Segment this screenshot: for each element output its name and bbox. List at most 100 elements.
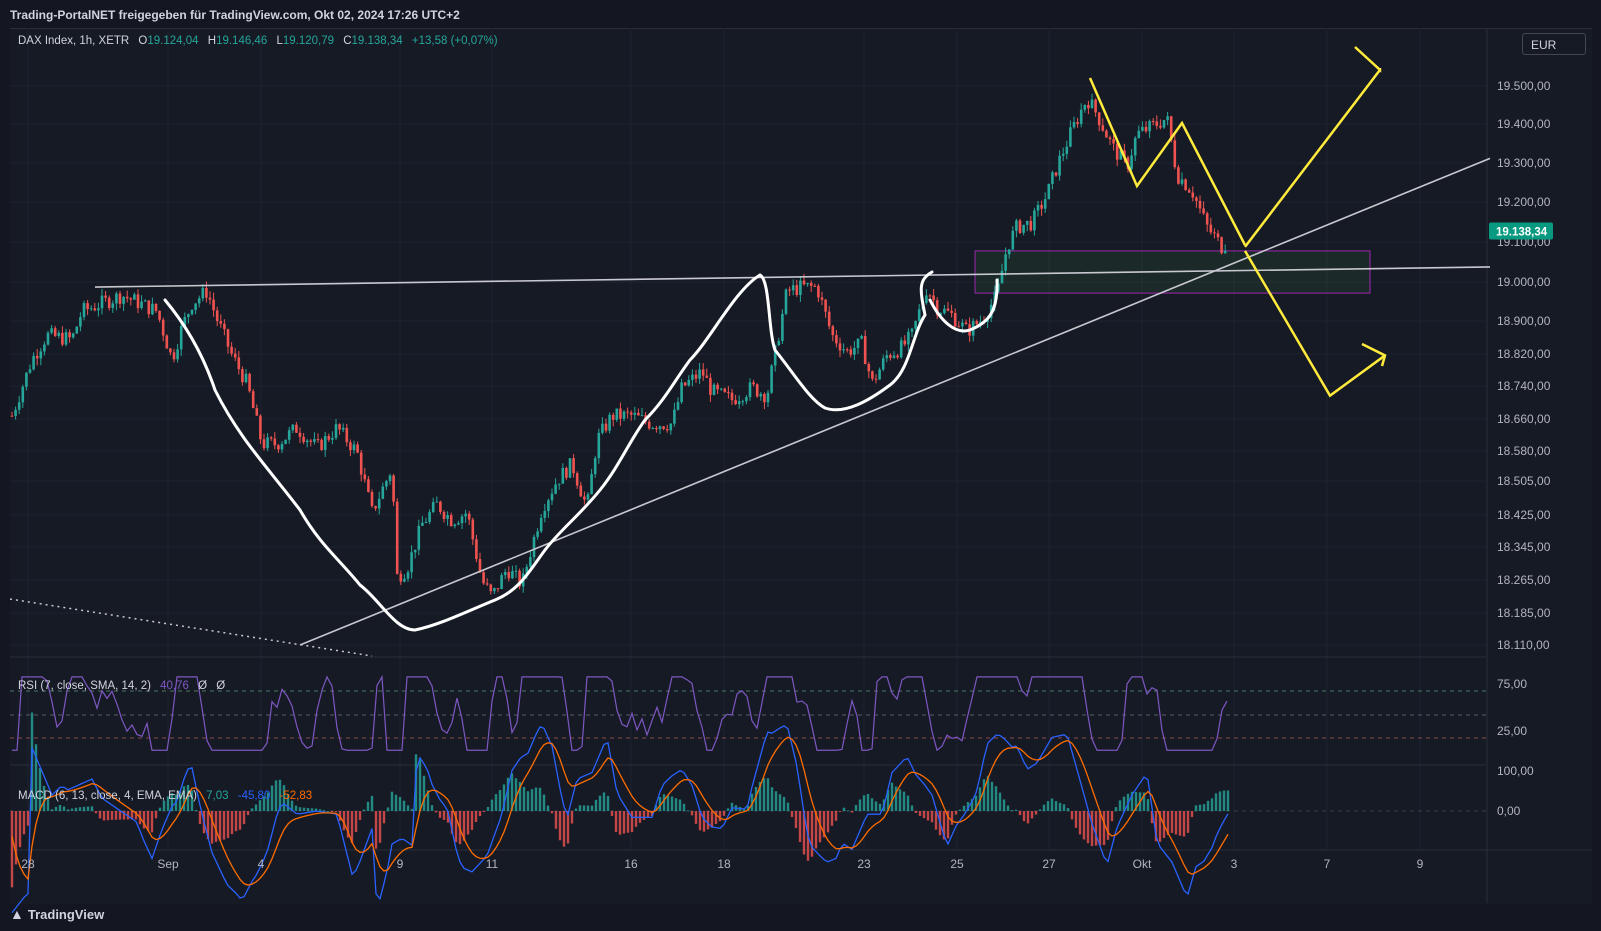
macd-histogram-bar (698, 811, 702, 831)
macd-histogram-bar (118, 811, 122, 820)
candle-body (878, 369, 881, 380)
macd-histogram-bar (462, 811, 466, 841)
macd-histogram-bar (134, 811, 138, 820)
candle-body (233, 353, 237, 358)
macd-histogram-bar (442, 811, 446, 820)
macd-histogram-bar (10, 811, 14, 888)
macd-histogram-bar (810, 811, 814, 857)
macd-histogram-bar (1158, 811, 1162, 842)
candle-body (107, 297, 111, 308)
macd-histogram-bar (710, 811, 714, 828)
candle-body (367, 479, 370, 492)
header-title: Trading-PortalNET freigegeben für Tradin… (10, 8, 460, 22)
macd-histogram-bar (922, 811, 926, 819)
macd-tick-label: 100,00 (1497, 764, 1534, 778)
candle-body (298, 432, 302, 437)
macd-histogram-bar (862, 795, 866, 811)
candle-body (457, 523, 460, 525)
macd-histogram-bar (362, 809, 366, 811)
macd-histogram-bar (546, 805, 550, 811)
macd-histogram-bar (254, 804, 258, 811)
macd-histogram-bar (574, 808, 578, 811)
candle-body (583, 496, 586, 500)
candle-body (626, 411, 629, 413)
candle-body (118, 293, 122, 304)
rsi-sym-2: Ø (216, 680, 226, 692)
candle-body (824, 299, 827, 312)
macd-histogram-bar (1034, 811, 1038, 815)
macd-histogram-bar (674, 798, 678, 811)
macd-histogram-bar (74, 807, 78, 811)
macd-histogram-bar (838, 811, 842, 812)
candle-body (100, 295, 104, 309)
tradingview-brand: TradingView (27, 907, 105, 922)
candle-body (478, 559, 482, 573)
macd-histogram-bar (310, 808, 314, 811)
candle-body (201, 287, 205, 299)
candle-body (86, 303, 89, 310)
candle-body (320, 439, 323, 450)
macd-histogram-bar (214, 811, 218, 842)
candle-body (590, 474, 593, 495)
macd-histogram-bar (1042, 804, 1046, 811)
candle-body (719, 388, 723, 390)
candle-body (43, 344, 46, 352)
macd-histogram-bar (670, 796, 674, 811)
candle-body (637, 412, 640, 416)
macd-histogram-bar (34, 744, 38, 811)
candle-body (698, 369, 701, 379)
candle-body (64, 332, 68, 345)
macd-histogram-bar (342, 811, 346, 831)
macd-histogram-bar (966, 801, 970, 811)
candle-body (770, 365, 773, 393)
macd-histogram-bar (598, 795, 602, 811)
candle-body (1036, 204, 1040, 211)
macd-histogram-bar (558, 811, 562, 841)
macd-histogram-bar (794, 811, 798, 829)
macd-histogram-bar (314, 808, 318, 811)
macd-histogram-bar (1170, 811, 1174, 833)
candle-body (1015, 220, 1018, 231)
macd-histogram-bar (382, 811, 386, 824)
candle-body (629, 412, 633, 415)
rsi-legend[interactable]: RSI (7, close, SMA, 14, 2) 40,76 Ø Ø (18, 680, 225, 692)
legend-symbol[interactable]: DAX Index, 1h, XETR (18, 35, 130, 47)
tradingview-logo[interactable]: ▲ TradingView (10, 906, 104, 922)
candle-body (1144, 126, 1148, 132)
candle-body (932, 295, 935, 301)
macd-histogram-bar (166, 796, 170, 811)
macd-histogram-bar (914, 811, 918, 813)
candle-body (572, 458, 575, 474)
macd-histogram-bar (482, 811, 486, 812)
macd-legend[interactable]: MACD (6, 13, close, 4, EMA, EMA) 7,03 -4… (18, 790, 312, 802)
candle-body (374, 506, 377, 509)
macd-histogram-bar (658, 797, 662, 811)
candle-body (453, 524, 457, 527)
macd-histogram-bar (530, 789, 534, 811)
x-tick-label: 28 (21, 857, 35, 871)
macd-histogram-bar (654, 805, 658, 811)
handle-curve (928, 278, 999, 333)
candle-body (215, 310, 219, 322)
macd-histogram-bar (686, 810, 690, 812)
macd-histogram-bar (306, 808, 310, 811)
macd-histogram-bar (238, 811, 242, 830)
candle-body (363, 474, 367, 480)
candle-body (1007, 249, 1011, 255)
y-tick-label: 18.425,00 (1497, 508, 1551, 522)
macd-histogram-bar (178, 790, 182, 811)
currency-button[interactable]: EUR (1522, 33, 1586, 55)
candle-body (687, 379, 691, 386)
macd-histogram-bar (802, 811, 806, 855)
macd-histogram-bar (226, 811, 230, 838)
macd-histogram-bar (358, 811, 362, 820)
macd-histogram-bar (950, 811, 954, 825)
candle-body (773, 345, 777, 366)
macd-histogram-bar (666, 795, 670, 811)
macd-histogram-bar (386, 807, 390, 811)
candle-body (125, 296, 129, 299)
candle-body (759, 393, 763, 397)
x-tick-label: 9 (397, 857, 404, 871)
candle-body (683, 382, 687, 386)
